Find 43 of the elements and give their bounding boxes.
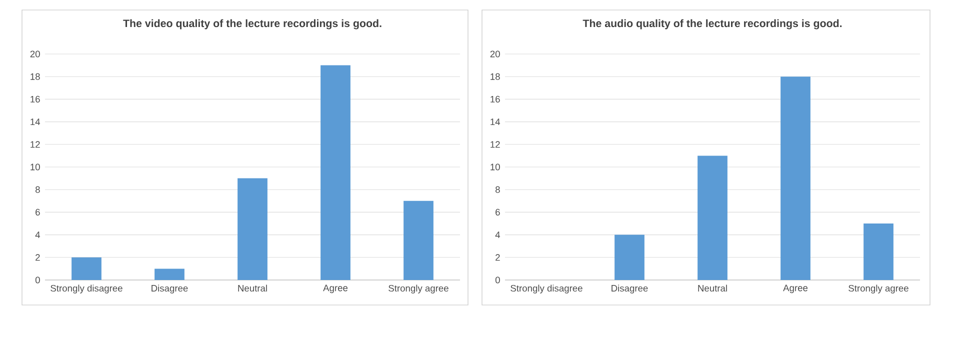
x-tick-label: Strongly agree: [388, 284, 448, 294]
y-tick-label: 6: [496, 208, 500, 216]
y-tick-label: 16: [490, 96, 500, 102]
bar: [238, 178, 268, 280]
x-tick-label: Agree: [323, 284, 348, 294]
y-tick-label: 8: [36, 186, 40, 193]
x-tick-label: Disagree: [612, 284, 648, 294]
bar: [404, 200, 434, 280]
y-tick-label: 20: [490, 50, 500, 58]
y-tick-label: 2: [36, 254, 40, 261]
y-tick-label: 10: [490, 164, 500, 170]
x-tick-label: Neutral: [238, 284, 267, 292]
bar: [698, 156, 728, 280]
bar: [154, 268, 184, 280]
y-tick-label: 18: [30, 73, 40, 80]
x-tick-label: Strongly disagree: [50, 284, 122, 294]
y-tick-label: 16: [30, 96, 40, 102]
y-tick-label: 14: [490, 118, 500, 126]
chart-title: The video quality of the lecture recordings is good.: [123, 19, 382, 30]
y-tick-label: 20: [30, 50, 40, 58]
x-tick-label: Strongly agree: [848, 284, 908, 294]
y-tick-label: 6: [36, 208, 40, 216]
x-tick-label: Disagree: [152, 284, 188, 294]
y-tick-label: 12: [30, 141, 40, 148]
y-tick-label: 14: [30, 118, 40, 126]
y-tick-label: 8: [496, 186, 500, 193]
y-tick-label: 18: [490, 73, 500, 80]
x-tick-label: Neutral: [698, 284, 727, 292]
bar: [780, 76, 810, 280]
y-tick-label: 0: [495, 276, 500, 284]
y-tick-label: 2: [496, 254, 500, 261]
y-tick-label: 10: [30, 164, 40, 170]
chart-title: The audio quality of the lecture recordings is good.: [582, 19, 842, 30]
y-tick-label: 0: [35, 276, 40, 284]
y-tick-label: 4: [35, 232, 40, 238]
bar: [614, 234, 644, 280]
y-tick-label: 4: [495, 232, 500, 238]
y-tick-label: 12: [490, 141, 500, 148]
bar: [320, 65, 350, 280]
x-tick-label: Strongly disagree: [510, 284, 582, 294]
bar: [72, 257, 102, 280]
bar: [864, 224, 894, 280]
x-tick-label: Agree: [783, 284, 808, 294]
